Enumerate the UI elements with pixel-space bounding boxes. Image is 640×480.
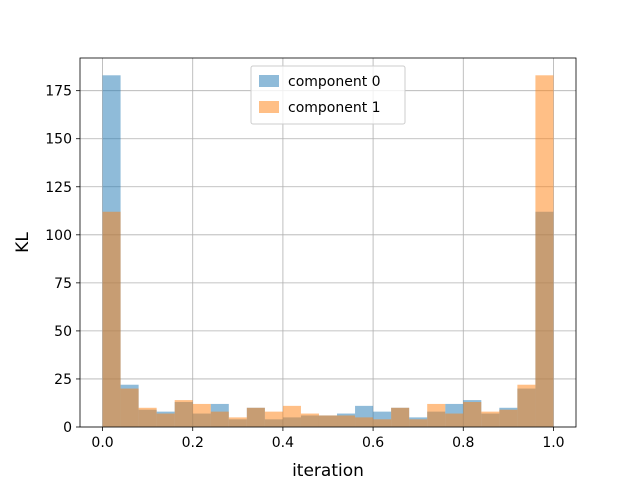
y-tick-label: 150	[45, 132, 72, 148]
bar-series-1	[138, 407, 157, 427]
legend-label: component 1	[288, 100, 381, 116]
x-axis-label: iteration	[292, 461, 364, 480]
y-tick-label: 75	[54, 276, 72, 292]
plot-frame	[79, 57, 577, 428]
x-tick-label: 1.0	[542, 435, 564, 451]
legend-swatch	[259, 75, 279, 87]
y-tick-label: 0	[63, 420, 72, 436]
bars	[102, 75, 554, 427]
bar-series-1	[355, 417, 374, 427]
legend-box	[250, 65, 406, 125]
y-tick-label: 100	[45, 228, 72, 244]
bar-series-1	[481, 411, 500, 427]
bar-series-1	[463, 402, 482, 427]
bar-series-1	[282, 405, 301, 427]
bar-series-1	[156, 413, 175, 427]
bar-series-1	[210, 411, 229, 427]
x-tick-label: 0.0	[91, 435, 113, 451]
bar-series-1	[246, 407, 265, 427]
bar-series-1	[445, 413, 464, 427]
bar-series-1	[102, 211, 121, 427]
bar-series-1	[300, 413, 319, 427]
x-tick-label: 0.8	[452, 435, 474, 451]
bar-series-1	[337, 415, 356, 427]
legend: component 0 component 1	[250, 65, 406, 125]
bar-series-1	[427, 403, 446, 427]
x-tick-label: 0.4	[272, 435, 294, 451]
bar-series-1	[391, 407, 410, 427]
x-tick-label: 0.2	[182, 435, 204, 451]
axis-ticks: 0.0 0.2 0.4 0.6 0.8 1.0 0 25 50 75 100 125 150 175	[45, 84, 564, 451]
bar-series-1	[264, 411, 283, 427]
bar-series-1	[228, 417, 247, 427]
y-tick-label: 25	[54, 372, 72, 388]
x-tick-label: 0.6	[362, 435, 384, 451]
bar-series-1	[517, 384, 536, 427]
bar-series-1	[318, 415, 338, 427]
bar-series-1	[373, 419, 392, 427]
bar-series-1	[499, 409, 518, 427]
legend-label: component 0	[288, 74, 381, 90]
bar-series-1	[120, 388, 139, 427]
legend-swatch	[259, 101, 279, 113]
y-tick-label: 125	[45, 180, 72, 196]
y-tick-label: 175	[45, 84, 72, 100]
bar-series-1	[174, 400, 193, 427]
y-axis-label: KL	[13, 232, 33, 253]
bar-series-1	[409, 419, 428, 427]
bar-series-1	[535, 75, 554, 427]
bar-series-1	[192, 403, 211, 427]
y-tick-label: 50	[54, 324, 72, 340]
